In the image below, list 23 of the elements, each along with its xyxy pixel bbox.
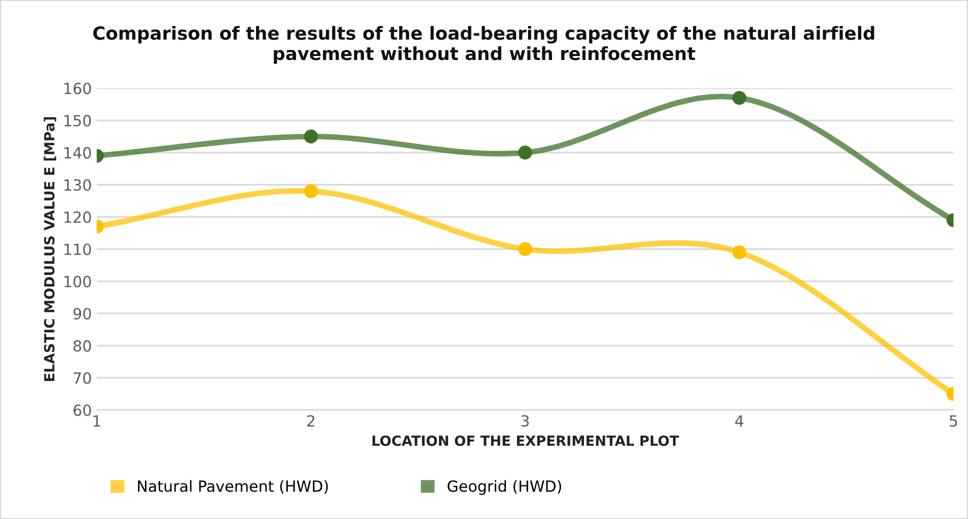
y-tick-label: 150 xyxy=(64,114,91,126)
legend-label: Geogrid (HWD) xyxy=(448,480,562,495)
y-tick-label: 90 xyxy=(73,308,91,320)
chart-title: Comparison of the results of the load-bearing capacity of the natural airfield pavement without and with reinfocement xyxy=(93,26,874,64)
x-axis-title: LOCATION OF THE EXPERIMENTAL PLOT xyxy=(372,435,679,446)
x-tick-label: 2 xyxy=(307,415,314,426)
y-tick-label: 120 xyxy=(64,211,91,223)
y-tick-label: 160 xyxy=(64,82,91,94)
y-tick-label: 60 xyxy=(74,404,91,416)
x-tick-label: 5 xyxy=(950,415,958,427)
y-tick-label: 100 xyxy=(64,276,91,288)
x-tick-label: 3 xyxy=(521,415,529,427)
x-tick-label: 1 xyxy=(94,415,100,426)
x-tick-label: 4 xyxy=(735,415,744,426)
point xyxy=(518,146,532,160)
legend-label: Natural Pavement (HWD) xyxy=(138,480,328,494)
point xyxy=(518,242,532,256)
y-tick-label: 70 xyxy=(74,372,91,384)
y-axis-title: ELASTIC MODULUS VALUE E [MPa] xyxy=(44,117,56,381)
y-tick-label: 80 xyxy=(74,340,91,352)
y-tick-label: 140 xyxy=(64,147,91,159)
y-tick-label: 130 xyxy=(64,179,91,191)
y-tick-label: 110 xyxy=(64,244,91,256)
